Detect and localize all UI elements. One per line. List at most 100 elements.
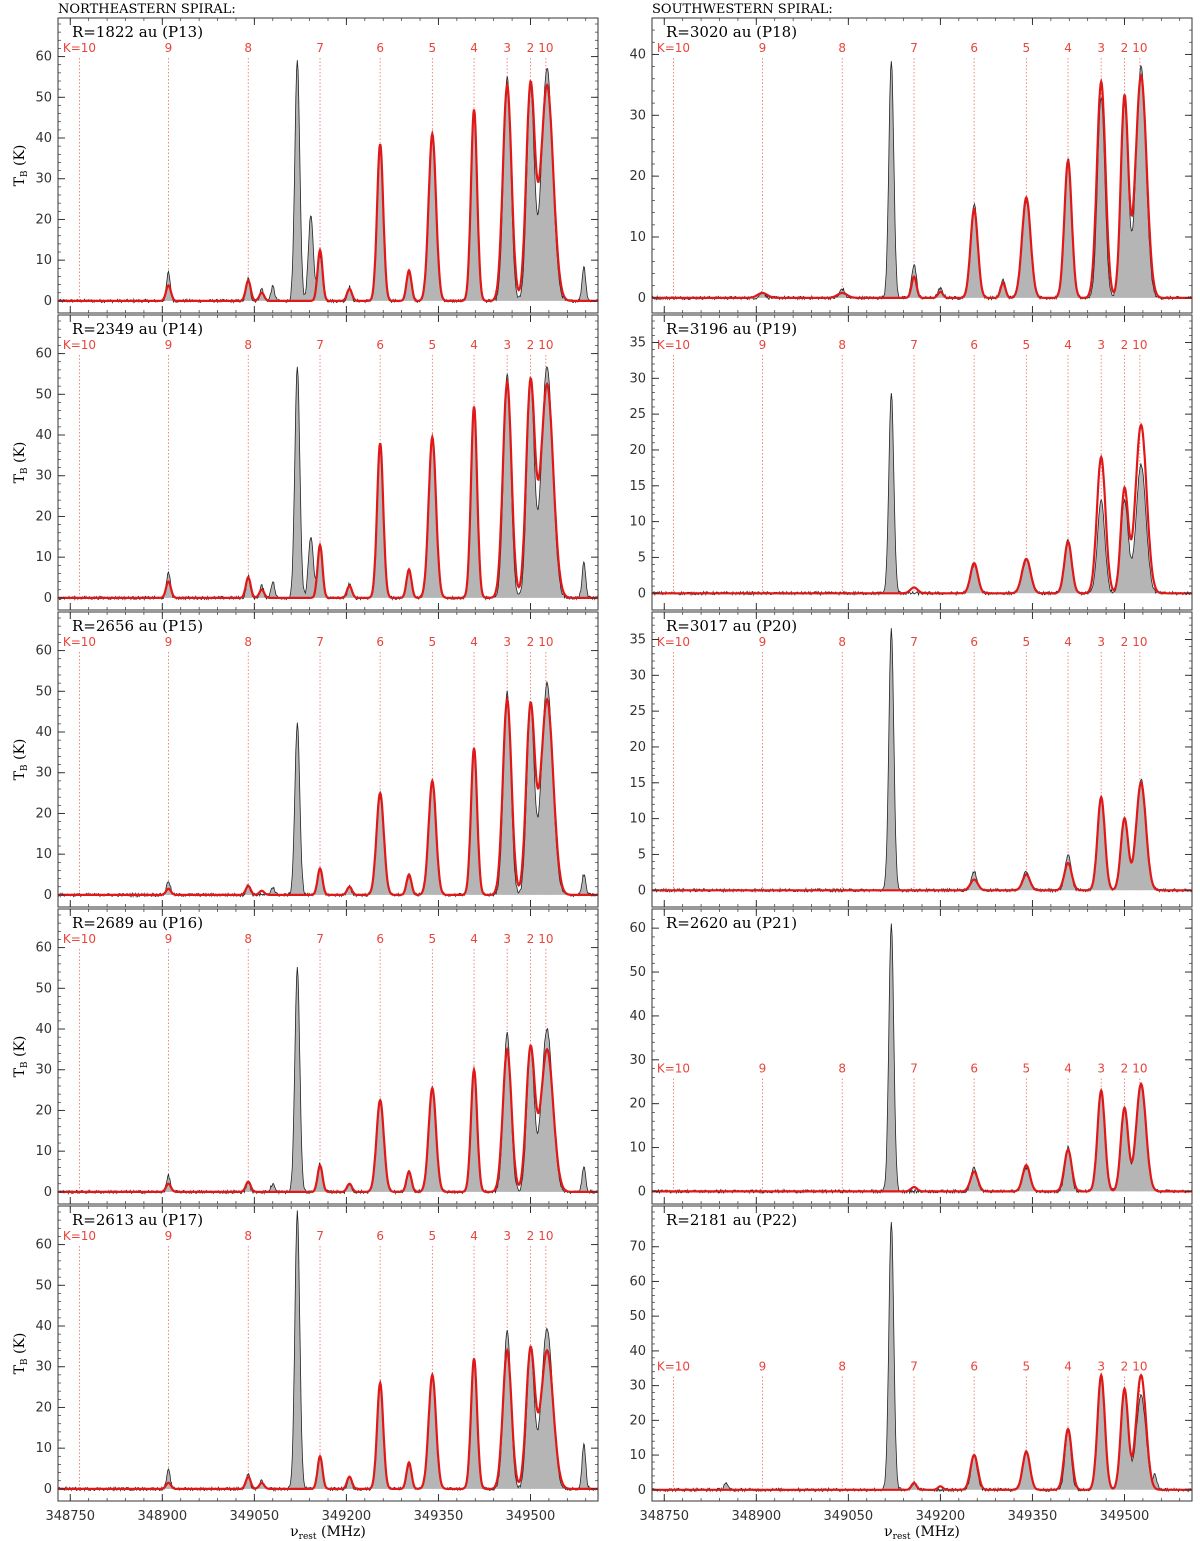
y-tick-label: 40	[35, 131, 52, 146]
k-label-7: 7	[316, 932, 324, 946]
x-tick-label: 348750	[639, 1509, 689, 1524]
y-tick-label: 40	[629, 47, 646, 62]
k-label-4: 4	[470, 1229, 478, 1243]
model-spectrum	[652, 72, 1192, 299]
y-tick-label: 10	[629, 515, 646, 530]
y-tick-label: 0	[44, 1185, 52, 1200]
k-label-6: 6	[970, 41, 978, 55]
k-label-K=10: K=10	[63, 41, 96, 55]
k-label-9: 9	[759, 41, 767, 55]
k-label-5: 5	[428, 41, 436, 55]
k-label-2: 2	[1121, 41, 1129, 55]
model-spectrum	[652, 422, 1192, 595]
y-tick-label: 0	[638, 1483, 646, 1498]
k-label-5: 5	[428, 635, 436, 649]
panel-frame	[57, 908, 599, 1205]
model-spectrum	[652, 780, 1192, 892]
panel-frame	[651, 314, 1193, 611]
model-spectrum	[652, 1081, 1192, 1193]
y-tick-label: 30	[35, 1063, 52, 1078]
y-tick-label: 30	[35, 469, 52, 484]
y-tick-label: 0	[638, 883, 646, 898]
k-label-2: 2	[1121, 338, 1129, 352]
y-tick-label: 30	[629, 371, 646, 386]
y-tick-label: 10	[629, 1141, 646, 1156]
model-spectrum	[58, 376, 598, 599]
x-tick-label: 349500	[1100, 1509, 1150, 1524]
k-label-8: 8	[838, 635, 846, 649]
y-tick-label: 20	[35, 509, 52, 524]
model-spectrum	[58, 1345, 598, 1490]
k-label-2: 2	[527, 338, 535, 352]
section-title-northeastern: NORTHEASTERN SPIRAL:	[58, 2, 236, 17]
k-label-3: 3	[1097, 1359, 1105, 1373]
y-tick-label: 50	[35, 387, 52, 402]
y-tick-label: 20	[629, 740, 646, 755]
y-tick-label: 25	[629, 704, 646, 719]
y-tick-label: 20	[35, 1400, 52, 1415]
y-tick-label: 20	[629, 1413, 646, 1428]
k-label-7: 7	[910, 1062, 918, 1076]
k-label-10: 10	[538, 41, 553, 55]
model-spectrum	[652, 1372, 1192, 1491]
k-label-5: 5	[428, 1229, 436, 1243]
y-tick-label: 15	[629, 479, 646, 494]
y-tick-label: 30	[629, 1379, 646, 1394]
y-tick-label: 0	[638, 586, 646, 601]
y-tick-label: 5	[638, 847, 646, 862]
k-label-9: 9	[759, 635, 767, 649]
y-tick-label: 0	[638, 1184, 646, 1199]
y-axis-title: TB (K)	[12, 442, 30, 484]
panel-frame	[57, 1205, 599, 1502]
y-tick-label: 10	[629, 812, 646, 827]
k-label-9: 9	[759, 1062, 767, 1076]
k-label-10: 10	[538, 1229, 553, 1243]
y-tick-label: 40	[629, 1344, 646, 1359]
y-tick-label: 30	[629, 1053, 646, 1068]
k-label-4: 4	[1064, 338, 1072, 352]
k-label-K=10: K=10	[63, 1229, 96, 1243]
k-label-K=10: K=10	[657, 338, 690, 352]
y-tick-label: 50	[35, 90, 52, 105]
y-tick-label: 60	[35, 50, 52, 65]
panel-label: R=2656 au (P15)	[72, 617, 203, 635]
y-tick-label: 30	[35, 766, 52, 781]
k-label-K=10: K=10	[657, 1062, 690, 1076]
y-axis-title: TB (K)	[12, 1333, 30, 1375]
panel-label: R=3196 au (P19)	[666, 320, 797, 338]
k-label-9: 9	[759, 1359, 767, 1373]
k-label-5: 5	[1022, 1359, 1030, 1373]
panel-frame	[57, 314, 599, 611]
k-label-10: 10	[1132, 1359, 1147, 1373]
panel-label: R=2181 au (P22)	[666, 1211, 797, 1229]
k-label-3: 3	[503, 932, 511, 946]
y-tick-label: 0	[44, 1482, 52, 1497]
y-tick-label: 30	[629, 668, 646, 683]
k-label-8: 8	[838, 1359, 846, 1373]
y-tick-label: 35	[629, 632, 646, 647]
observed-fill	[652, 61, 1192, 300]
k-label-9: 9	[759, 338, 767, 352]
k-label-5: 5	[1022, 41, 1030, 55]
y-tick-label: 10	[35, 1441, 52, 1456]
y-tick-label: 70	[629, 1240, 646, 1255]
k-label-6: 6	[376, 635, 384, 649]
k-label-7: 7	[316, 338, 324, 352]
k-label-6: 6	[376, 1229, 384, 1243]
y-axis-title: TB (K)	[12, 145, 30, 187]
x-tick-label: 349050	[824, 1509, 874, 1524]
observed-fill	[58, 967, 598, 1194]
panel-frame	[651, 17, 1193, 314]
y-tick-label: 40	[629, 1009, 646, 1024]
k-label-4: 4	[1064, 41, 1072, 55]
y-tick-label: 50	[629, 965, 646, 980]
k-label-3: 3	[1097, 1062, 1105, 1076]
k-label-6: 6	[970, 1062, 978, 1076]
x-tick-label: 349050	[230, 1509, 280, 1524]
panel-label: R=2620 au (P21)	[666, 914, 797, 932]
k-label-7: 7	[316, 1229, 324, 1243]
